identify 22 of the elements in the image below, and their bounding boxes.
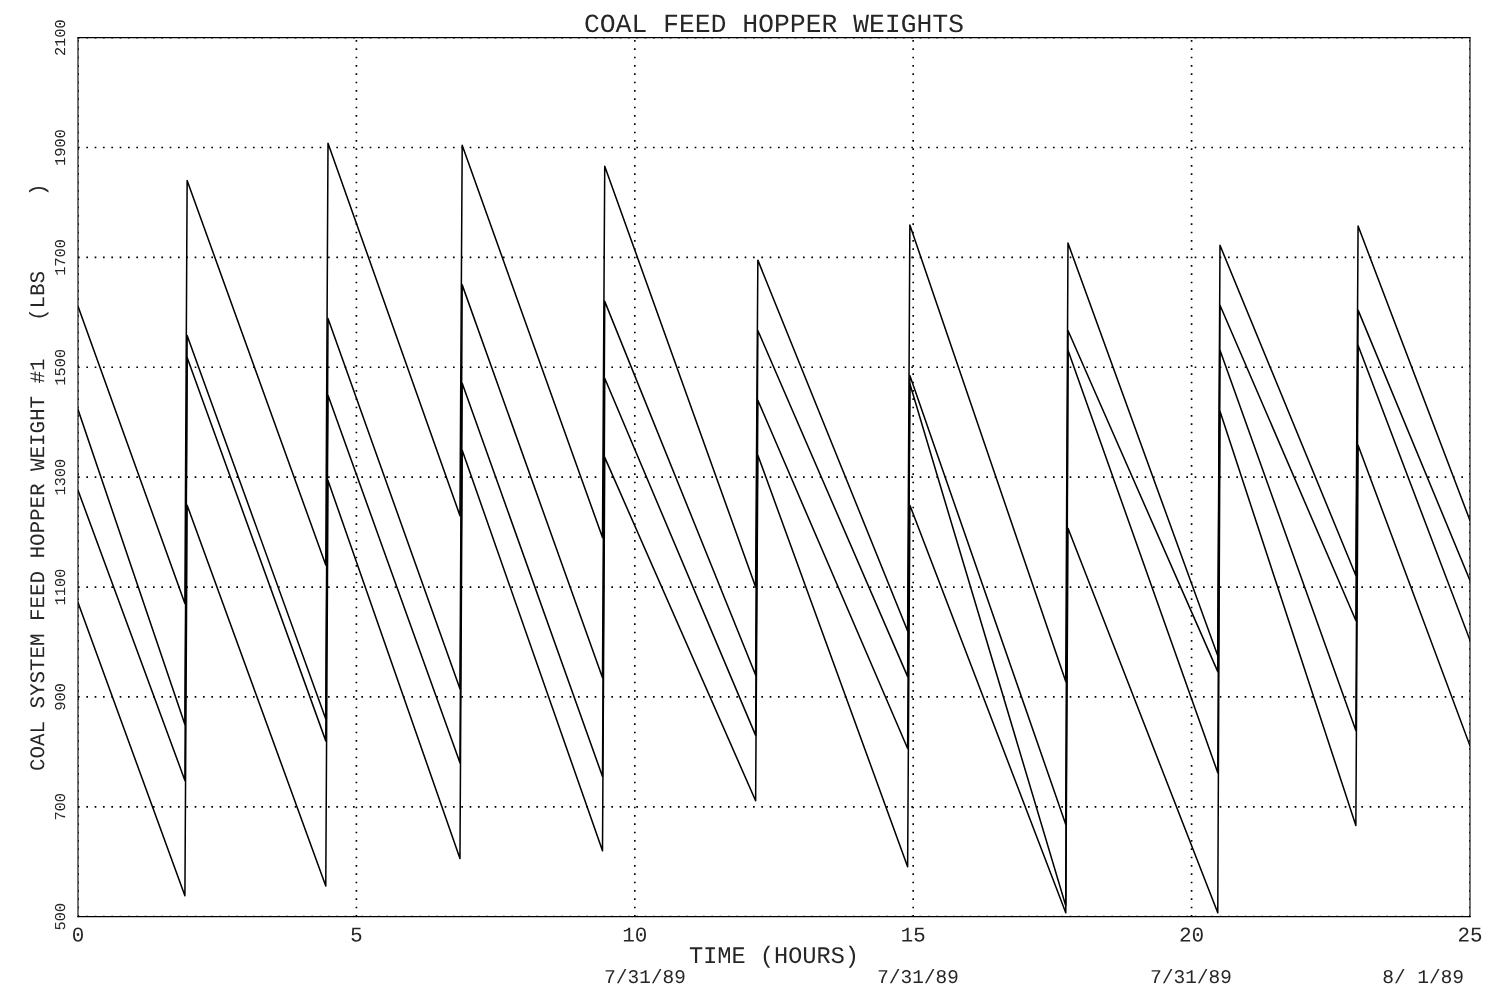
y-tick-label: 900 [54,684,66,710]
x-tick-label: 20 [1180,927,1203,942]
y-tick-label: 1900 [54,130,66,165]
x-tick-label: 15 [902,927,925,942]
text: 8/ 1/89 [1383,968,1463,984]
y-tick-label: 500 [54,903,66,930]
text: 7/31/89 [605,968,685,984]
y-tick-label: 1700 [54,240,66,275]
y-tick-label: 2100 [54,20,66,55]
text: 7/31/89 [878,968,958,984]
y-tick-label: 1500 [54,349,66,385]
y-tick-label: 1100 [54,569,66,605]
x-axis-title: TIME (HOURS) [689,945,856,968]
x-tick-label: 25 [1458,927,1482,942]
x-tick-label: 5 [351,927,362,942]
y-tick-label: 1300 [54,459,66,495]
y-axis-title: COAL SYSTEM FEED HOPPER WEIGHT #1 (LBS ) [29,186,49,770]
x-tick-label: 10 [623,927,647,942]
text: 7/31/89 [1151,968,1231,984]
y-tick-label: 700 [54,793,66,820]
x-tick-label: 0 [73,927,83,942]
chart-title: COAL FEED HOPPER WEIGHTS [585,14,963,33]
